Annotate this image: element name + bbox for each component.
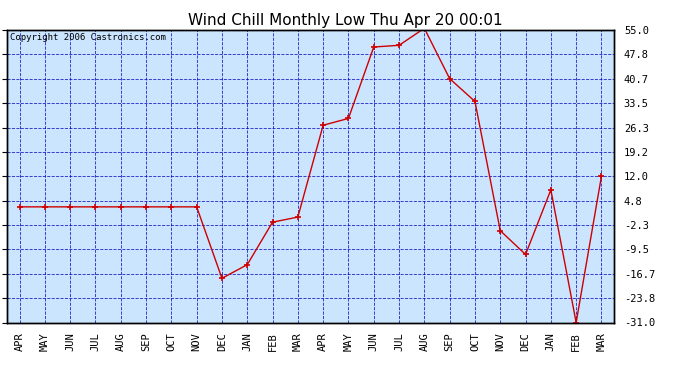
Text: Wind Chill Monthly Low Thu Apr 20 00:01: Wind Chill Monthly Low Thu Apr 20 00:01 [188,13,502,28]
Text: Copyright 2006 Castronics.com: Copyright 2006 Castronics.com [10,33,166,42]
